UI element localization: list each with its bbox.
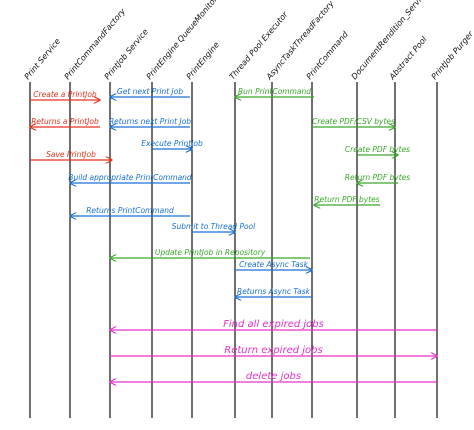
participant-label: PrintEngine	[185, 40, 221, 81]
participant-headers: Print Service PrintCommandFactoryPrintJob…	[23, 0, 474, 82]
participant-label: PrintJob Purger	[430, 29, 474, 81]
message-label: Returns a PrintJob	[31, 117, 99, 126]
message-label: Create Async Task	[239, 260, 309, 269]
participant-label: AsyncTaskThreadFactory	[264, 0, 336, 82]
message-m4: Returns next Print Job	[109, 117, 191, 127]
message-label: Return PDF bytes	[314, 195, 379, 204]
message-m10: Create PDF bytes	[345, 145, 410, 155]
message-label: Returns PrintCommand	[86, 206, 174, 215]
message-label: Returns Async Task	[237, 287, 311, 296]
participant-label: PrintJob Service	[103, 27, 150, 81]
message-label: Returns next Print Job	[109, 117, 191, 126]
message-label: Run PrintCommand	[238, 87, 311, 96]
message-label: Create PDF/CSV bytes	[312, 117, 395, 126]
participant-label: Abstract Pool	[387, 34, 429, 82]
message-label: Return expired jobs	[224, 345, 322, 356]
message-m5: Execute PrintJob	[141, 139, 203, 149]
message-m3: Get next Print Job	[110, 87, 190, 97]
message-label: Build appropriate PrintCommand	[68, 173, 192, 182]
message-m11: Return PDF bytes	[345, 173, 410, 183]
message-label: delete jobs	[246, 371, 301, 382]
participant-label: PrintCommand	[305, 29, 351, 81]
message-label: Create a PrintJob	[33, 90, 97, 99]
message-label: Submit to Thread Pool	[172, 222, 256, 231]
message-label: Update PrintJob in Repository	[155, 248, 266, 257]
messages: Create a PrintJob Returns a PrintJob Save …	[30, 87, 437, 382]
lifelines	[29, 82, 438, 418]
participant-label: PrintEngine QueueMonitor	[145, 0, 220, 81]
participant-label: Print Service	[23, 37, 63, 82]
message-m1: Returns a PrintJob	[30, 117, 100, 127]
message-label: Create PDF bytes	[345, 145, 410, 154]
message-label: Save PrintJob	[46, 150, 96, 159]
message-m15: Create Async Task	[235, 260, 312, 270]
message-label: Return PDF bytes	[345, 173, 410, 182]
message-m16: Returns Async Task	[235, 287, 312, 297]
message-m8: Run PrintCommand	[235, 87, 314, 97]
message-m9: Create PDF/CSV bytes	[312, 117, 395, 127]
message-m7: Returns PrintCommand	[70, 206, 190, 216]
message-m18: Return expired jobs	[110, 345, 437, 356]
message-label: Execute PrintJob	[141, 139, 203, 148]
message-m14: Update PrintJob in Repository	[110, 248, 310, 258]
message-m12: Return PDF bytes	[314, 195, 380, 205]
message-m6: Build appropriate PrintCommand	[68, 173, 192, 183]
message-label: Get next Print Job	[117, 87, 183, 96]
message-m19: delete jobs	[110, 371, 437, 382]
message-label: Find all expired jobs	[223, 319, 324, 330]
message-m13: Submit to Thread Pool	[172, 222, 256, 232]
message-m0: Create a PrintJob	[30, 90, 100, 100]
message-m17: Find all expired jobs	[110, 319, 437, 330]
participant-label: Thread Pool Executor	[228, 9, 290, 81]
message-m2: Save PrintJob	[30, 150, 112, 160]
